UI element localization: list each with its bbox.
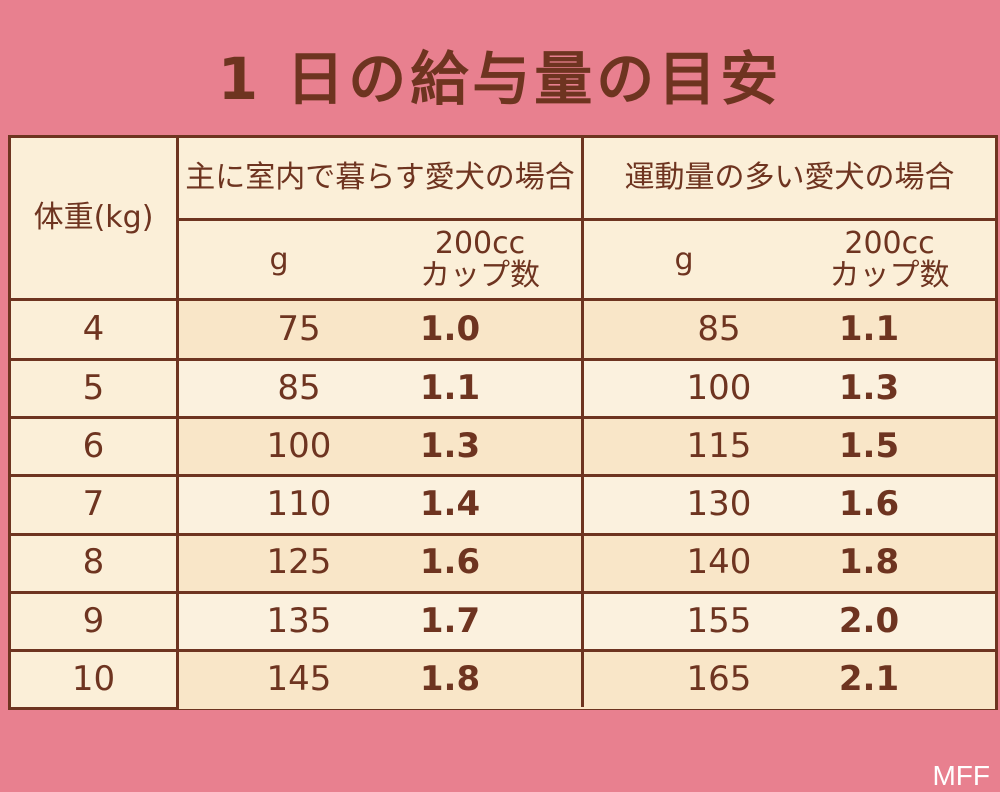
active-cup-cell: 1.5: [838, 425, 900, 466]
row-background: [179, 475, 995, 535]
divider: [11, 649, 995, 653]
indoor-cup-cell: 1.1: [419, 367, 481, 408]
indoor-cup-header: 200cc カップ数: [379, 221, 581, 298]
watermark: MFF: [932, 760, 990, 791]
indoor-gram-cell: 145: [266, 659, 332, 700]
active-cup-cell: 2.1: [838, 659, 900, 700]
active-gram-cell: 115: [686, 425, 752, 466]
active-cup-cell: 1.8: [838, 542, 900, 583]
divider: [581, 138, 584, 707]
cup-label-line2: カップ数: [420, 257, 540, 293]
indoor-cup-cell: 1.0: [419, 309, 481, 350]
divider: [179, 218, 995, 221]
indoor-cup-cell: 1.6: [419, 542, 481, 583]
active-gram-cell: 140: [686, 542, 752, 583]
active-gram-header: g: [584, 221, 784, 298]
indoor-cup-cell: 1.8: [419, 659, 481, 700]
active-cup-cell: 1.6: [838, 484, 900, 525]
active-cup-cell: 1.3: [838, 367, 900, 408]
active-gram-cell: 100: [686, 367, 752, 408]
row-background: [179, 359, 995, 418]
weight-cell: 10: [71, 659, 116, 700]
weight-cell: 7: [82, 484, 105, 525]
indoor-gram-cell: 75: [277, 309, 321, 350]
active-cup-header: 200cc カップ数: [784, 221, 995, 298]
feeding-table: 体重(kg) 主に室内で暮らす愛犬の場合 運動量の多い愛犬の場合 g 200cc…: [8, 135, 998, 710]
indoor-gram-cell: 135: [266, 600, 332, 641]
active-dog-header: 運動量の多い愛犬の場合: [584, 138, 995, 218]
cup-label-line2: カップ数: [829, 257, 950, 293]
indoor-gram-cell: 125: [266, 542, 332, 583]
row-background: [179, 534, 995, 593]
indoor-cup-cell: 1.3: [419, 425, 481, 466]
weight-header: 体重(kg): [11, 138, 176, 298]
weight-cell: 6: [82, 425, 105, 466]
weight-cell: 4: [82, 309, 105, 350]
active-cup-cell: 2.0: [838, 600, 900, 641]
active-gram-cell: 130: [686, 484, 752, 525]
row-background: [179, 301, 995, 360]
active-gram-cell: 85: [697, 309, 741, 350]
weight-cell: 5: [82, 367, 105, 408]
divider: [11, 298, 995, 301]
divider: [11, 357, 995, 361]
indoor-gram-header: g: [179, 221, 379, 298]
indoor-gram-cell: 110: [266, 484, 332, 525]
indoor-gram-cell: 100: [266, 425, 332, 466]
divider: [11, 591, 995, 594]
indoor-cup-cell: 1.4: [419, 484, 481, 525]
page-title: 1 日の給与量の目安: [217, 45, 783, 113]
divider: [11, 416, 995, 420]
row-background: [179, 417, 995, 476]
cup-label-line1: 200cc: [434, 226, 526, 261]
cup-label-line1: 200cc: [844, 226, 935, 261]
active-gram-cell: 165: [686, 659, 752, 700]
divider: [11, 474, 995, 478]
divider: [11, 532, 995, 536]
row-background: [179, 650, 995, 710]
indoor-gram-cell: 85: [277, 367, 321, 408]
weight-cell: 8: [82, 542, 105, 583]
indoor-dog-header: 主に室内で暮らす愛犬の場合: [179, 138, 581, 218]
weight-cell: 9: [82, 600, 105, 641]
row-background: [179, 592, 995, 651]
indoor-cup-cell: 1.7: [419, 600, 481, 641]
active-cup-cell: 1.1: [838, 309, 900, 350]
active-gram-cell: 155: [686, 600, 752, 641]
divider: [176, 138, 179, 707]
